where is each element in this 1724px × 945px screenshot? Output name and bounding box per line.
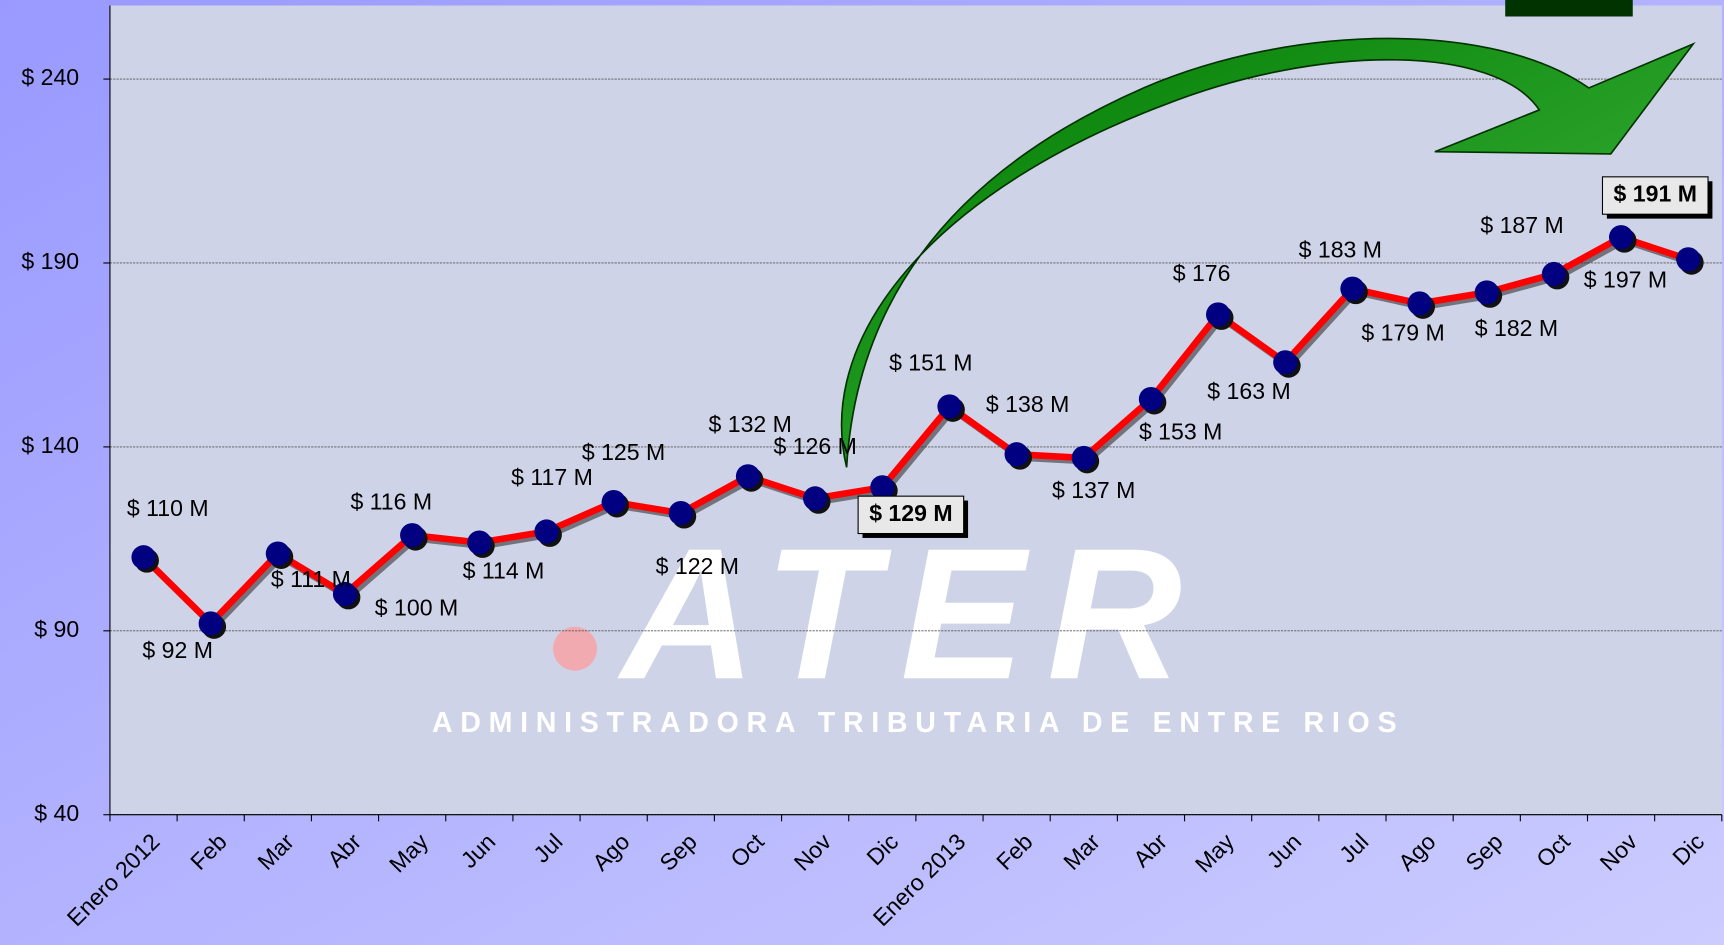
watermark: ATER ADMINISTRADORA TRIBUTARIA DE ENTRE … [432, 509, 1404, 739]
data-label: $ 183 M [1299, 236, 1382, 262]
marker [1676, 247, 1701, 272]
marker [332, 581, 358, 607]
watermark-subtitle: ADMINISTRADORA TRIBUTARIA DE ENTRE RIOS [432, 707, 1404, 739]
y-tick-label: $ 240 [21, 64, 79, 90]
y-tick-label: $ 190 [21, 248, 79, 274]
data-label: $ 125 M [582, 439, 665, 465]
data-label: $ 122 M [656, 553, 739, 579]
data-label: $ 197 M [1584, 266, 1667, 292]
data-label: $ 92 M [142, 637, 213, 663]
corner-box [1505, 0, 1633, 17]
data-label: $ 117 M [511, 464, 593, 490]
marker [1071, 445, 1096, 471]
data-label: $ 114 M [463, 557, 545, 583]
data-label: $ 116 M [350, 488, 432, 514]
label-box [1601, 176, 1709, 215]
marker [131, 545, 156, 570]
data-label: $ 187 M [1480, 212, 1563, 238]
data-label: $ 126 M [773, 433, 856, 459]
marker [668, 501, 693, 526]
data-label: $ 163 M [1207, 378, 1290, 404]
marker [1474, 280, 1499, 305]
data-label: $ 151 M [889, 350, 972, 376]
data-label: $ 137 M [1052, 477, 1135, 503]
data-label: $ 191 M [1614, 181, 1697, 207]
marker [467, 530, 492, 555]
marker [198, 611, 223, 636]
data-label: $ 153 M [1139, 418, 1222, 444]
data-label: $ 138 M [986, 391, 1069, 417]
data-label: $ 132 M [708, 411, 791, 437]
plot-area [109, 5, 1722, 815]
marker [937, 394, 962, 419]
marker [803, 486, 828, 511]
marker [1273, 350, 1298, 375]
data-label: $ 182 M [1475, 315, 1558, 341]
data-label: $ 111 M [271, 566, 351, 592]
marker [601, 489, 626, 515]
y-tick-label: $ 140 [21, 432, 79, 458]
marker [870, 475, 895, 500]
marker [1608, 225, 1634, 250]
marker [1138, 386, 1164, 412]
marker [265, 541, 290, 566]
y-tick-label: $ 40 [34, 800, 79, 826]
y-tick-label: $ 90 [34, 616, 79, 642]
marker [1541, 261, 1567, 287]
data-label: $ 110 M [127, 495, 209, 521]
data-label: $ 100 M [375, 595, 458, 621]
marker [1340, 276, 1365, 301]
marker [400, 523, 425, 548]
data-label: $ 129 M [869, 500, 952, 526]
marker [1206, 302, 1231, 327]
watermark-logo: ATER [617, 509, 1204, 718]
data-label: $ 179 M [1361, 319, 1444, 345]
watermark-dot [553, 626, 598, 671]
marker [534, 519, 559, 544]
growth-arrow [840, 37, 1696, 468]
data-label: $ 176 [1173, 260, 1231, 286]
label-box [857, 495, 965, 535]
marker [1004, 442, 1029, 467]
marker [1407, 291, 1432, 316]
marker [735, 464, 761, 489]
